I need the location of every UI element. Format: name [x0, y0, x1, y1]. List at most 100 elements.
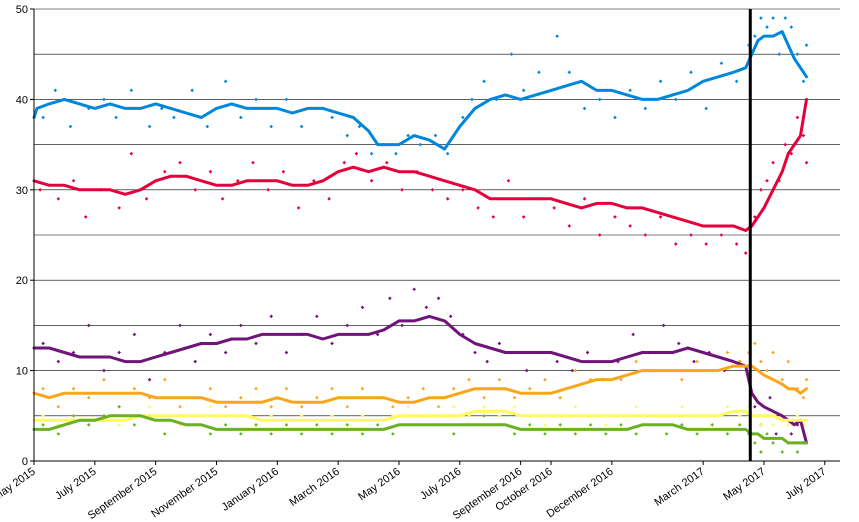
- poll-point: [743, 251, 748, 255]
- poll-point: [604, 432, 608, 436]
- poll-point: [695, 359, 699, 364]
- y-tick-label: 30: [16, 185, 28, 197]
- poll-point: [71, 386, 76, 391]
- poll-point: [597, 97, 602, 102]
- poll-point: [391, 432, 395, 436]
- poll-point: [178, 323, 182, 328]
- poll-point: [102, 368, 106, 373]
- poll-point: [208, 432, 213, 436]
- poll-point: [673, 97, 678, 102]
- poll-point: [634, 432, 639, 436]
- poll-point: [734, 79, 739, 84]
- poll-point: [369, 178, 374, 183]
- poll-point: [567, 224, 572, 228]
- poll-point: [369, 151, 374, 156]
- poll-point: [345, 404, 350, 409]
- poll-point: [220, 197, 225, 201]
- poll-point: [71, 350, 76, 355]
- poll-point: [613, 115, 617, 120]
- poll-point: [801, 79, 806, 84]
- poll-point: [86, 423, 91, 427]
- poll-point: [795, 450, 800, 454]
- poll-point: [330, 432, 334, 436]
- poll-point: [223, 423, 228, 427]
- poll-point: [573, 432, 578, 436]
- poll-point: [254, 341, 258, 346]
- poll-point: [795, 115, 800, 120]
- poll-point: [804, 43, 809, 47]
- poll-point: [552, 206, 556, 210]
- poll-point: [56, 197, 61, 201]
- poll-point: [780, 450, 785, 454]
- poll-point: [239, 432, 243, 436]
- poll-point: [482, 395, 486, 400]
- poll-point: [476, 206, 480, 210]
- poll-point: [360, 305, 365, 310]
- poll-point: [129, 151, 134, 156]
- poll-point: [53, 88, 58, 93]
- poll-point: [299, 432, 304, 436]
- y-tick-label: 10: [16, 366, 28, 378]
- poll-point: [41, 414, 45, 418]
- poll-point: [567, 70, 572, 75]
- poll-point: [269, 432, 274, 436]
- poll-point: [673, 242, 678, 246]
- poll-point: [786, 423, 791, 427]
- poll-point: [804, 377, 809, 382]
- poll-point: [193, 188, 197, 192]
- poll-point: [783, 142, 788, 147]
- y-tick-label: 0: [22, 456, 28, 468]
- poll-point: [789, 432, 794, 436]
- poll-point: [634, 404, 639, 409]
- axes: [33, 9, 840, 462]
- poll-point: [445, 151, 450, 156]
- poll-point: [497, 377, 502, 382]
- poll-point: [573, 404, 578, 409]
- poll-point: [737, 414, 742, 418]
- poll-point: [759, 423, 763, 427]
- poll-point: [795, 52, 800, 56]
- poll-point: [801, 395, 806, 400]
- poll-point: [284, 423, 289, 427]
- trend-line-green: [32, 414, 808, 445]
- poll-point: [604, 423, 608, 427]
- poll-point: [680, 404, 684, 409]
- poll-point: [360, 386, 365, 391]
- poll-point: [357, 124, 362, 129]
- poll-point: [433, 133, 438, 138]
- poll-point: [254, 423, 258, 427]
- poll-point: [330, 414, 334, 418]
- poll-point: [345, 423, 350, 427]
- poll-point: [269, 404, 274, 409]
- poll-point: [132, 332, 137, 337]
- poll-point: [482, 404, 486, 409]
- poll-point: [680, 377, 684, 382]
- poll-point: [482, 414, 486, 418]
- poll-point: [643, 106, 648, 111]
- poll-point: [71, 178, 76, 183]
- poll-point: [102, 97, 106, 102]
- poll-point: [527, 386, 532, 391]
- poll-point: [147, 377, 152, 382]
- poll-point: [315, 395, 319, 400]
- poll-point: [677, 341, 681, 346]
- poll-point: [643, 233, 648, 237]
- poll-point: [448, 314, 453, 319]
- poll-point: [765, 368, 769, 373]
- trend-line-conservative: [32, 30, 808, 151]
- poll-point: [178, 404, 182, 409]
- poll-point: [412, 287, 416, 292]
- poll-point: [114, 115, 118, 120]
- poll-point: [768, 395, 772, 400]
- poll-point: [753, 441, 757, 445]
- poll-point: [330, 341, 334, 346]
- poll-point: [239, 115, 243, 120]
- poll-point: [266, 188, 270, 192]
- poll-point: [41, 386, 45, 391]
- poll-point: [765, 25, 769, 29]
- poll-point: [436, 296, 441, 301]
- poll-point: [664, 432, 669, 436]
- poll-point: [719, 61, 724, 66]
- poll-point: [254, 97, 258, 102]
- poll-point: [658, 215, 663, 219]
